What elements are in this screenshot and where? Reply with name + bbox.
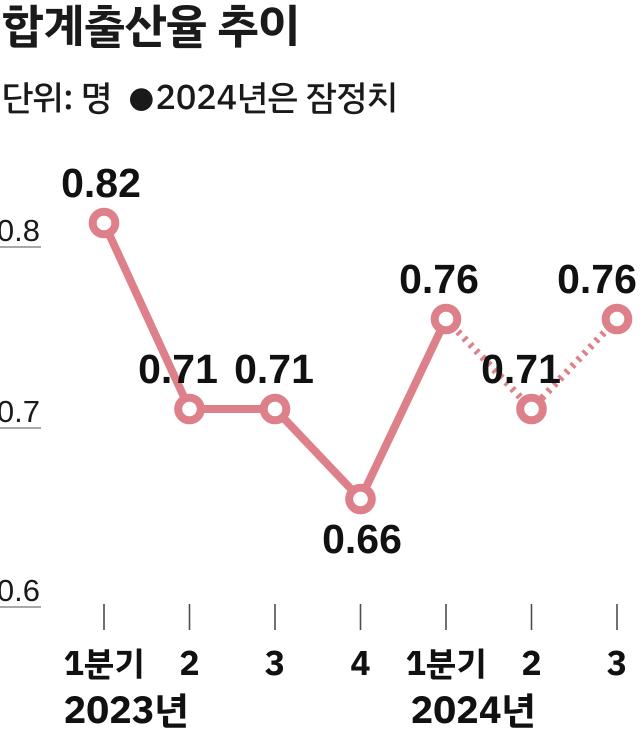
svg-text:4: 4 (350, 639, 370, 690)
svg-text:0.82: 0.82 (61, 160, 141, 206)
svg-text:0.76: 0.76 (399, 256, 479, 302)
svg-text:0.7: 0.7 (0, 394, 40, 429)
svg-text:2024년: 2024년 (410, 682, 535, 738)
svg-text:0.6: 0.6 (0, 573, 40, 608)
svg-text:0.71: 0.71 (481, 346, 561, 392)
svg-text:0.66: 0.66 (322, 516, 402, 562)
svg-text:0.76: 0.76 (557, 256, 637, 302)
svg-text:2023년: 2023년 (63, 682, 188, 738)
svg-text:0.71: 0.71 (234, 346, 314, 392)
svg-text:3: 3 (607, 639, 627, 690)
svg-text:0.71: 0.71 (138, 346, 218, 392)
svg-text:0.8: 0.8 (0, 213, 40, 248)
svg-text:3: 3 (265, 639, 285, 690)
